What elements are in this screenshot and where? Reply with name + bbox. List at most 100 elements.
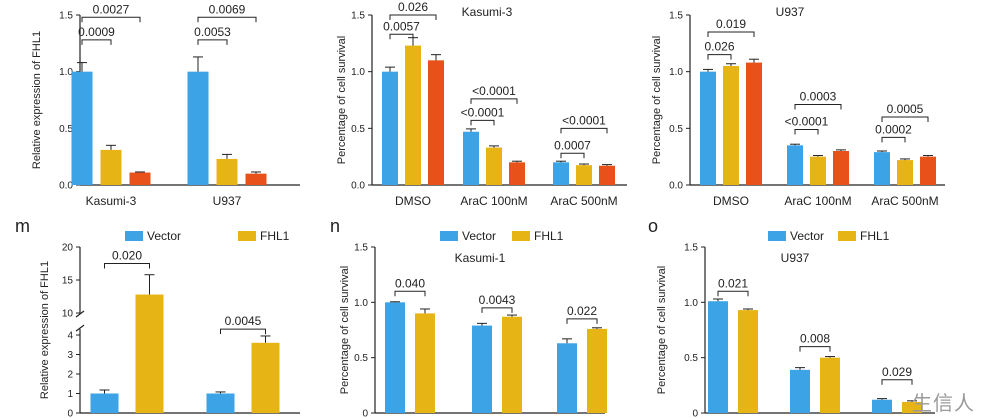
bar [251, 342, 280, 413]
significance-bracket [794, 128, 819, 135]
x-tick-label: U937 [213, 194, 242, 208]
p-value-label: 0.0045 [225, 314, 262, 328]
x-tick-label: AraC 100nM [460, 194, 527, 208]
bar [100, 149, 122, 185]
significance-bracket [566, 318, 598, 324]
significance-bracket [881, 136, 906, 143]
significance-bracket [389, 33, 414, 40]
y-tick-label: 1.5 [669, 11, 683, 22]
significance-bracket [197, 16, 257, 23]
chart-n: 0 0.5 1.0 1.5 Percentage of cell survival Kas… [330, 216, 607, 418]
legend-label: FHL1 [534, 229, 564, 243]
y-tick-label: 0 [362, 409, 368, 418]
p-value-label: 0.0069 [209, 2, 246, 16]
y-tick-label: 0.5 [351, 124, 365, 135]
bar [920, 156, 936, 185]
y-tick-label: 1.0 [59, 67, 73, 78]
bar [245, 173, 267, 185]
significance-bracket [707, 54, 732, 60]
chart-title: Kasumi-3 [462, 5, 513, 19]
x-tick-label: AraC 500nM [871, 194, 938, 208]
bar [71, 71, 93, 185]
bar [872, 399, 892, 413]
p-value-label: 0.0005 [887, 102, 924, 116]
y-axis-label: Relative expression of FHL1 [39, 261, 51, 399]
significance-bracket [470, 98, 518, 104]
bar [708, 301, 728, 413]
legend-swatch [768, 231, 786, 241]
y-tick-label: 0 [67, 409, 73, 418]
significance-bracket [81, 39, 112, 45]
significance-bracket [197, 39, 228, 45]
y-tick-label: 2 [67, 370, 73, 381]
y-tick-label: 0.5 [669, 124, 683, 135]
bar [135, 294, 164, 413]
x-tick-label: Kasumi-3 [86, 194, 137, 208]
bar [187, 71, 209, 185]
legend-label: Vector [790, 229, 824, 243]
p-value-label: 0.0007 [554, 138, 591, 152]
legend-swatch [238, 231, 256, 241]
significance-bracket [881, 116, 929, 122]
p-value-label: 0.0003 [800, 90, 837, 104]
x-tick-label: DMSO [713, 194, 749, 208]
bar [90, 393, 119, 413]
legend-label: FHL1 [860, 229, 890, 243]
bar [129, 172, 151, 185]
bar [787, 145, 803, 185]
y-tick-label: 0.0 [59, 181, 73, 192]
legend-label: FHL1 [260, 229, 290, 243]
y-axis-label: Relative expression of FHL1 [31, 31, 43, 169]
y-tick-label: 1 [67, 389, 73, 400]
y-tick-label: 1.0 [669, 67, 683, 78]
p-value-label: 0.0009 [78, 25, 115, 39]
chart-title: U937 [776, 5, 805, 19]
p-value-label: 0.0002 [875, 122, 912, 136]
legend-label: Vector [462, 229, 496, 243]
legend-swatch [512, 231, 530, 241]
bar [382, 71, 398, 185]
chart-top-left: 0.0 0.5 1.0 1.5 Relative expression of FHL1 K… [31, 2, 300, 208]
p-value-label: 0.022 [567, 304, 597, 318]
y-tick-label: 0.0 [669, 181, 683, 192]
p-value-label: 0.019 [716, 17, 746, 31]
y-tick-label: 0.0 [351, 181, 365, 192]
significance-bracket [481, 307, 513, 313]
significance-bracket [470, 119, 495, 126]
chart-title: Kasumi-1 [455, 251, 506, 265]
bar [902, 401, 922, 413]
bar [385, 302, 405, 413]
significance-bracket [389, 14, 437, 20]
bar [874, 152, 890, 185]
x-tick-label: DMSO [395, 194, 431, 208]
y-tick-label: 4 [67, 331, 73, 342]
bar [700, 71, 716, 185]
y-axis-label: Percentage of cell survival [651, 36, 663, 164]
y-tick-label: 1.0 [684, 298, 698, 309]
p-value-label: <0.0001 [562, 113, 606, 127]
y-tick-label: 1.5 [351, 11, 365, 22]
p-value-label: 0.0027 [93, 2, 130, 16]
bar [599, 165, 615, 185]
axis-break-mark [75, 324, 85, 332]
y-tick-label: 1.5 [354, 243, 368, 254]
significance-bracket [881, 379, 913, 385]
bar [723, 66, 739, 185]
chart-top-right: 0.0 0.5 1.0 1.5 Percentage of cell survival U… [651, 5, 945, 208]
chart-title: U937 [781, 251, 810, 265]
legend-swatch [125, 231, 143, 241]
watermark-text: 生信人 [912, 391, 975, 415]
bar [486, 147, 502, 185]
p-value-label: 0.0043 [479, 293, 516, 307]
legend-label: Vector [147, 229, 181, 243]
y-tick-label: 0.5 [684, 353, 698, 364]
significance-bracket [799, 346, 831, 352]
y-tick-label: 20 [62, 243, 74, 254]
y-tick-label: 3 [67, 350, 73, 361]
chart-o: 0 0.5 1.0 1.5 Percentage of cell survival U93… [648, 216, 935, 418]
bar [790, 369, 810, 413]
p-value-label: 0.040 [395, 276, 425, 290]
p-value-label: 0.029 [882, 365, 912, 379]
bar [587, 328, 607, 413]
bar [833, 151, 849, 185]
